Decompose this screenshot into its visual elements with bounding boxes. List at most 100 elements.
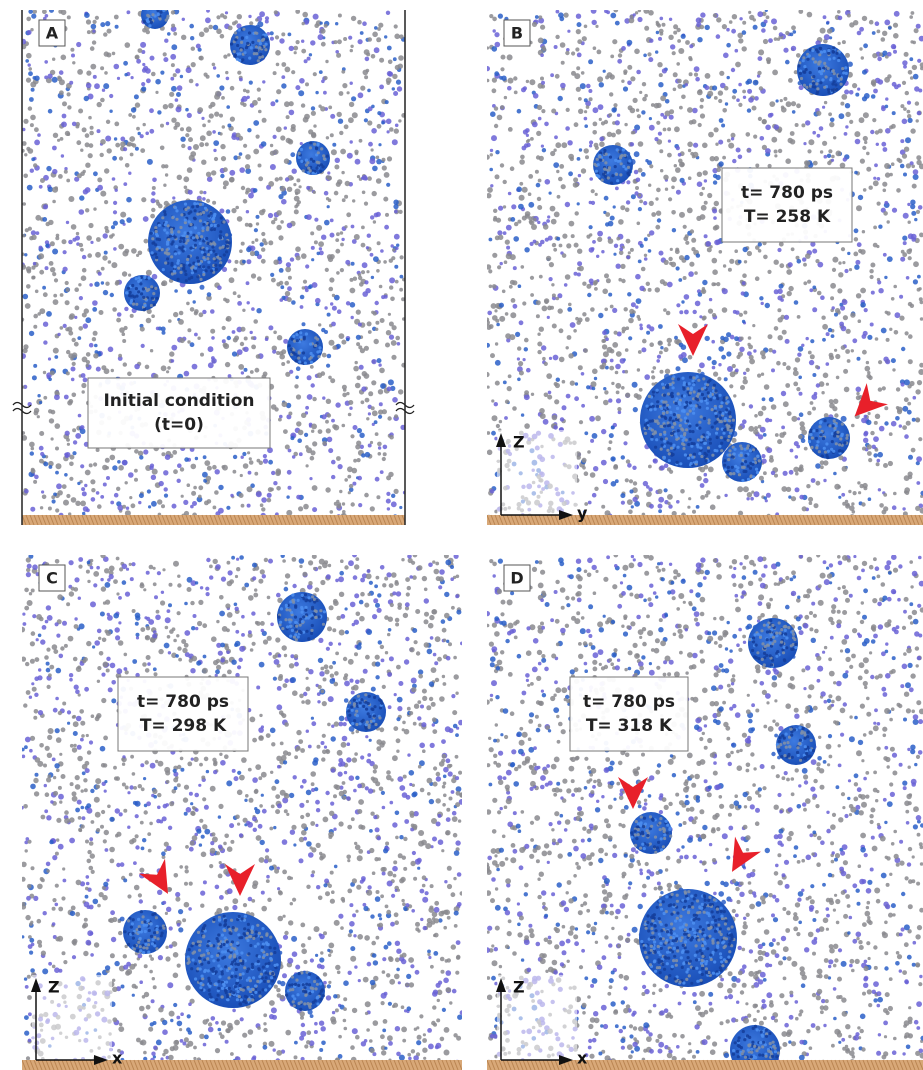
molecule xyxy=(303,280,307,284)
molecule xyxy=(798,468,802,472)
molecule xyxy=(902,425,907,430)
molecule xyxy=(864,415,868,419)
molecule xyxy=(852,510,856,514)
molecule xyxy=(146,78,151,83)
molecule xyxy=(641,267,646,272)
molecule xyxy=(565,274,571,280)
cluster-atom xyxy=(206,257,209,260)
molecule xyxy=(748,336,752,340)
molecule xyxy=(776,361,781,366)
molecule xyxy=(900,139,904,143)
cluster-atom xyxy=(320,147,323,150)
molecule xyxy=(791,46,796,51)
molecule xyxy=(28,67,32,71)
molecule xyxy=(387,71,392,76)
molecule xyxy=(214,112,219,117)
molecule xyxy=(782,330,787,335)
molecule xyxy=(491,431,496,436)
molecule xyxy=(893,492,897,496)
molecule xyxy=(553,149,556,152)
molecule xyxy=(161,452,165,456)
molecule xyxy=(854,265,859,270)
molecule xyxy=(870,130,874,134)
molecule xyxy=(765,148,771,154)
molecule xyxy=(171,24,175,28)
molecule xyxy=(605,337,609,341)
molecule xyxy=(884,201,888,205)
molecule xyxy=(278,235,283,240)
molecule xyxy=(758,56,763,61)
molecule xyxy=(394,489,399,494)
molecule xyxy=(380,383,386,389)
molecule xyxy=(237,71,241,75)
molecule xyxy=(188,137,193,142)
molecule xyxy=(263,454,267,458)
cluster-atom xyxy=(182,266,185,269)
molecule xyxy=(192,364,198,370)
molecule xyxy=(543,224,549,230)
molecule xyxy=(275,177,279,181)
molecule xyxy=(352,239,357,244)
molecule xyxy=(590,307,595,312)
molecule xyxy=(267,498,272,503)
cluster-atom xyxy=(175,218,178,221)
molecule xyxy=(789,470,794,475)
molecule xyxy=(85,187,91,193)
molecule xyxy=(649,125,655,131)
molecule xyxy=(779,32,783,36)
cluster-atom xyxy=(161,216,164,219)
molecule xyxy=(908,118,913,123)
molecule xyxy=(679,162,685,168)
molecule xyxy=(151,198,156,203)
molecule xyxy=(105,458,110,463)
molecule xyxy=(615,479,619,483)
molecule xyxy=(848,490,851,493)
molecule xyxy=(653,459,657,463)
molecule xyxy=(640,244,644,248)
molecule xyxy=(328,106,332,110)
molecule xyxy=(623,86,628,91)
molecule xyxy=(860,288,866,294)
molecule xyxy=(785,383,790,388)
molecule xyxy=(342,393,347,398)
molecule xyxy=(77,173,82,178)
molecule xyxy=(722,307,728,313)
molecule xyxy=(544,393,549,398)
molecule xyxy=(570,381,575,386)
molecule xyxy=(492,78,497,83)
molecule xyxy=(829,403,835,409)
molecule xyxy=(314,240,318,244)
cluster-atom xyxy=(209,212,212,215)
molecule xyxy=(536,131,541,136)
molecule xyxy=(704,465,709,470)
molecule xyxy=(877,452,883,458)
molecule xyxy=(830,283,836,289)
molecule xyxy=(92,300,98,306)
molecule xyxy=(226,105,230,109)
molecule xyxy=(226,209,231,214)
molecule xyxy=(324,24,328,28)
molecule xyxy=(371,406,375,410)
molecule xyxy=(589,225,593,229)
molecule xyxy=(239,167,245,173)
molecule xyxy=(509,285,513,289)
molecule xyxy=(546,256,551,261)
cluster-atom xyxy=(170,242,173,245)
molecule xyxy=(349,484,353,488)
molecule xyxy=(366,246,369,249)
molecule xyxy=(672,228,676,232)
molecule xyxy=(666,311,671,316)
molecule xyxy=(131,503,136,508)
molecule xyxy=(493,29,496,32)
cluster-atom xyxy=(187,206,190,209)
cluster-atom xyxy=(182,249,185,252)
molecule xyxy=(378,363,381,366)
molecule xyxy=(43,371,46,374)
molecule xyxy=(798,346,804,352)
molecule xyxy=(763,255,768,260)
molecule xyxy=(208,105,212,109)
molecule xyxy=(200,353,204,357)
molecule xyxy=(649,39,653,43)
molecule xyxy=(361,226,365,230)
molecule xyxy=(52,146,57,151)
